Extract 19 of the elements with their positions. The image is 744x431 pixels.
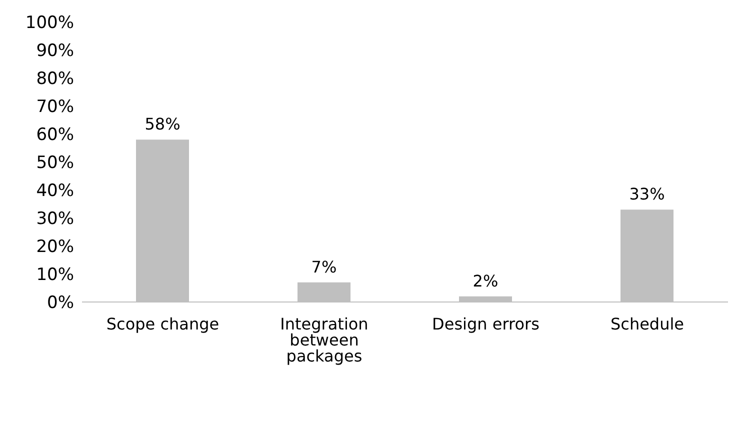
y-tick-label: 90% — [36, 41, 74, 62]
data-label: 7% — [311, 257, 337, 276]
y-tick-label: 20% — [36, 237, 74, 258]
y-tick-label: 40% — [36, 181, 74, 202]
x-tick-label: Schedule — [610, 314, 684, 334]
data-label: 33% — [629, 184, 665, 204]
y-tick-label: 100% — [25, 13, 74, 34]
x-tick-label: Scope change — [106, 314, 220, 334]
data-label: 2% — [472, 271, 498, 290]
y-tick-label: 0% — [47, 293, 74, 314]
data-label: 58% — [144, 114, 180, 134]
y-tick-label: 80% — [36, 69, 74, 90]
y-tick-label: 70% — [36, 97, 74, 118]
y-tick-label: 30% — [36, 209, 74, 230]
y-tick-label: 60% — [36, 125, 74, 146]
x-tick-label: Design errors — [432, 314, 540, 334]
x-tick-label: Integration between packages — [280, 314, 368, 366]
y-tick-label: 50% — [36, 153, 74, 174]
y-tick-label: 10% — [36, 265, 74, 286]
